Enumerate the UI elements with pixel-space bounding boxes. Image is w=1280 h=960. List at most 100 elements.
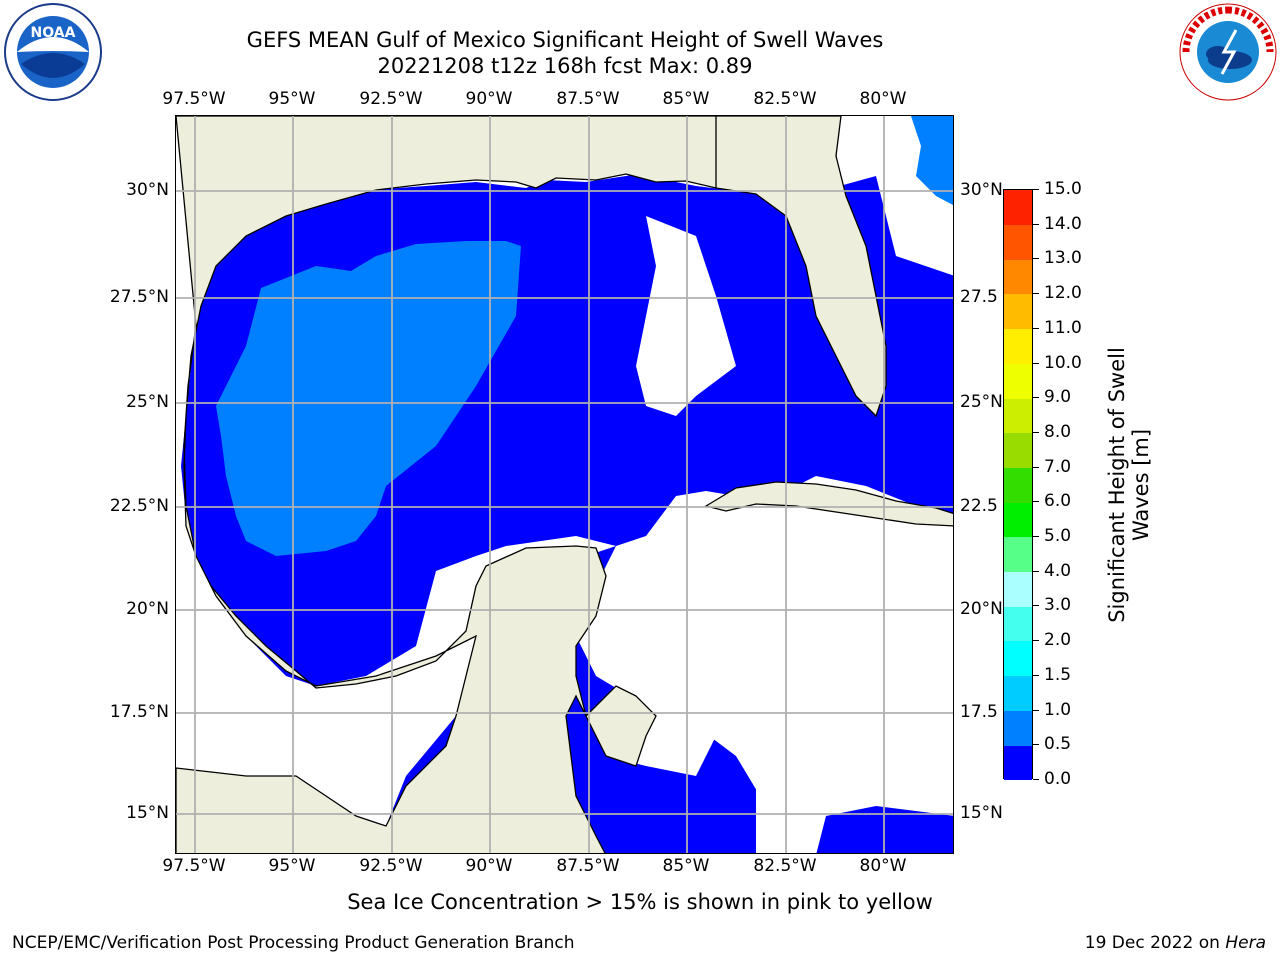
colorbar-tick (1033, 189, 1039, 190)
colorbar-segment (1004, 502, 1032, 538)
colorbar-title-line1: Significant Height of Swell (1105, 347, 1129, 623)
colorbar-tick-label: 1.0 (1044, 699, 1072, 720)
map-canvas (176, 116, 953, 853)
footer-date-text: 19 Dec 2022 on (1084, 933, 1220, 953)
colorbar-tick (1033, 466, 1039, 468)
colorbar-tick-label: 9.0 (1044, 387, 1072, 408)
colorbar-title: Significant Height of Swell Waves [m] (1105, 347, 1153, 623)
lat-label: 25°N (126, 392, 169, 412)
colorbar-segment (1004, 745, 1032, 781)
colorbar-tick-label: 10.0 (1044, 352, 1082, 373)
colorbar-segment (1004, 363, 1032, 399)
lat-label: 27.5°N (109, 287, 169, 307)
lon-label: 85°W (662, 856, 710, 876)
colorbar-tick (1033, 536, 1039, 538)
lat-label: 27.5 (960, 287, 998, 307)
colorbar-segment (1004, 710, 1032, 746)
no-data-patch (646, 536, 896, 676)
colorbar-segment (1004, 467, 1032, 503)
colorbar-segment (1004, 432, 1032, 468)
colorbar-segment (1004, 398, 1032, 434)
colorbar-tick-label: 15.0 (1044, 179, 1082, 199)
lat-label: 15°N (960, 803, 1003, 823)
colorbar-segment (1004, 190, 1032, 225)
lon-label: 92.5°W (359, 856, 423, 876)
colorbar-tick-label: 7.0 (1044, 456, 1072, 477)
colorbar-tick (1033, 640, 1039, 642)
lon-label: 90°W (465, 89, 513, 109)
lat-label: 30°N (126, 180, 169, 200)
lon-label: 82.5°W (753, 89, 817, 109)
colorbar-tick (1033, 744, 1039, 746)
lat-label: 22.5°N (109, 496, 169, 516)
footer-credit: NCEP/EMC/Verification Post Processing Pr… (12, 933, 575, 953)
lat-label: 22.5 (960, 496, 998, 516)
lon-label: 87.5°W (556, 89, 620, 109)
colorbar-segment (1004, 571, 1032, 607)
colorbar-tick-label: 2.0 (1044, 630, 1072, 651)
colorbar-segment (1004, 259, 1032, 295)
lon-label: 90°W (465, 856, 513, 876)
footer-machine: Hera (1225, 933, 1266, 953)
colorbar-tick-label: 5.0 (1044, 526, 1072, 547)
lat-label: 20°N (960, 599, 1003, 619)
footer-date: 19 Dec 2022 on Hera (1085, 933, 1266, 953)
sea-ice-note: Sea Ice Concentration > 15% is shown in … (347, 890, 933, 914)
lon-label: 92.5°W (359, 89, 423, 109)
colorbar-tick-label: 8.0 (1044, 421, 1072, 442)
colorbar-tick (1033, 570, 1039, 572)
lat-label: 20°N (126, 599, 169, 619)
colorbar-tick (1033, 605, 1039, 607)
noaa-logo: NOAA (4, 3, 102, 101)
map-panel (175, 115, 954, 854)
colorbar-tick-label: 13.0 (1044, 248, 1082, 269)
lon-label: 80°W (859, 89, 907, 109)
colorbar-tick-label: 0.0 (1044, 769, 1072, 789)
lon-label: 87.5°W (556, 856, 620, 876)
colorbar-tick (1033, 327, 1039, 329)
colorbar-tick (1033, 501, 1039, 503)
colorbar-tick-label: 6.0 (1044, 491, 1072, 512)
lon-label: 95°W (268, 856, 316, 876)
colorbar-tick-label: 12.0 (1044, 283, 1082, 304)
colorbar-tick-label: 14.0 (1044, 213, 1082, 234)
lat-label: 17.5 (960, 702, 998, 722)
chart-subtitle: 20221208 t12z 168h fcst Max: 0.89 (377, 54, 753, 78)
land-cuba (704, 481, 953, 527)
colorbar-tick (1033, 709, 1039, 711)
colorbar-tick (1033, 362, 1039, 364)
nws-logo (1179, 3, 1277, 101)
colorbar (1003, 189, 1033, 781)
noaa-logo-text: NOAA (31, 25, 76, 41)
chart-title: GEFS MEAN Gulf of Mexico Significant Hei… (246, 28, 884, 52)
colorbar-tick-label: 1.5 (1044, 664, 1072, 685)
colorbar-segment (1004, 675, 1032, 711)
colorbar-tick (1033, 779, 1039, 780)
colorbar-tick-label: 11.0 (1044, 317, 1082, 338)
lon-label: 85°W (662, 89, 710, 109)
colorbar-tick (1033, 258, 1039, 260)
lat-label: 15°N (126, 803, 169, 823)
colorbar-segment (1004, 641, 1032, 677)
colorbar-segment (1004, 224, 1032, 260)
lon-label: 95°W (268, 89, 316, 109)
colorbar-segment (1004, 294, 1032, 330)
swell-field-mid-ne (911, 116, 953, 205)
colorbar-segment (1004, 328, 1032, 364)
lat-label: 17.5°N (109, 702, 169, 722)
no-data-patch (636, 216, 736, 416)
lon-label: 97.5°W (162, 89, 226, 109)
colorbar-segment (1004, 606, 1032, 642)
colorbar-tick-label: 4.0 (1044, 560, 1072, 581)
colorbar-tick-label: 3.0 (1044, 595, 1072, 616)
lat-label: 30°N (960, 180, 1003, 200)
colorbar-title-line2: Waves [m] (1129, 428, 1153, 542)
lon-label: 97.5°W (162, 856, 226, 876)
colorbar-tick (1033, 431, 1039, 433)
lon-label: 80°W (859, 856, 907, 876)
lat-label: 25°N (960, 392, 1003, 412)
colorbar-tick (1033, 397, 1039, 399)
colorbar-segment (1004, 537, 1032, 573)
gridlines (176, 116, 953, 853)
lon-label: 82.5°W (753, 856, 817, 876)
